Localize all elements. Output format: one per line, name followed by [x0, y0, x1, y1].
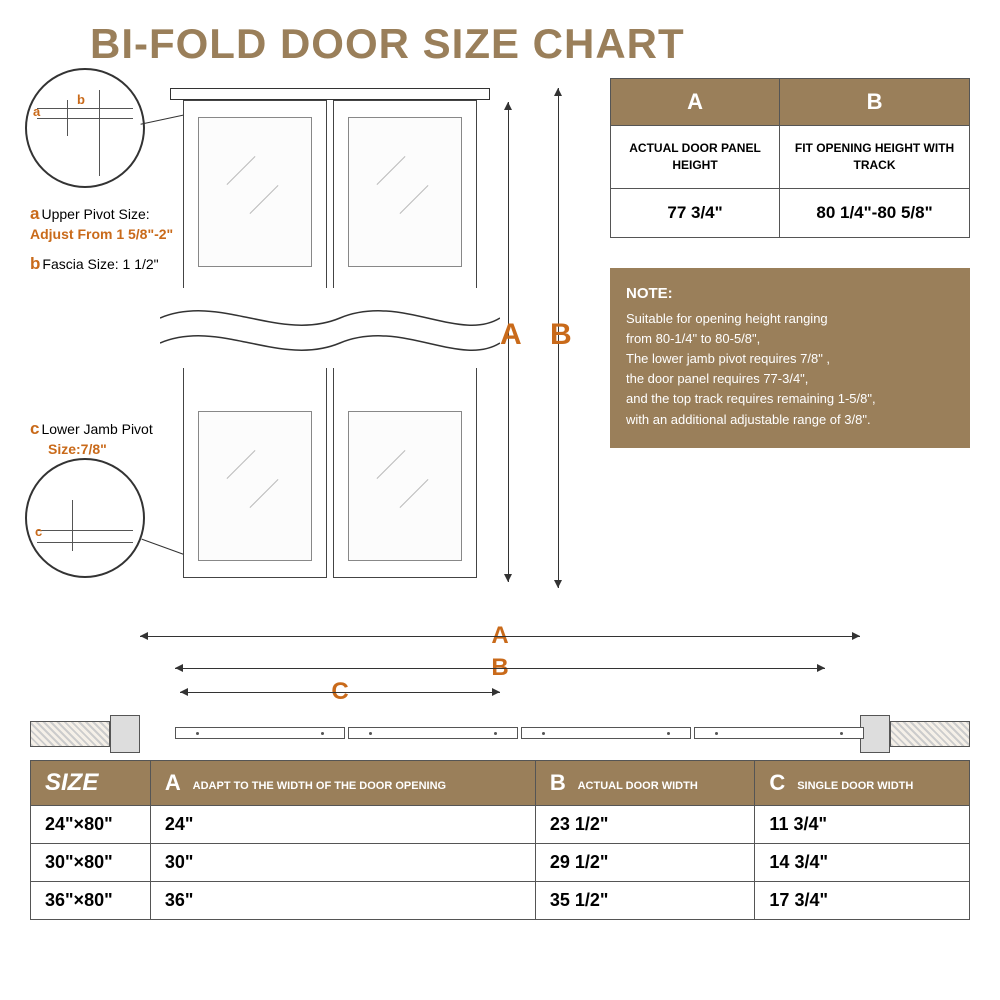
- note-line: and the top track requires remaining 1-5…: [626, 389, 954, 409]
- note-box: NOTE: Suitable for opening height rangin…: [610, 268, 970, 448]
- ab-header-B: B: [780, 79, 970, 126]
- ab-table: A B ACTUAL DOOR PANEL HEIGHT FIT OPENING…: [610, 78, 970, 238]
- top-area: a b c aUpper Pivot Size: Adjust From 1 5…: [30, 78, 970, 618]
- size-header-size: SIZE: [31, 761, 151, 806]
- lower-callout-circle: c: [25, 458, 145, 578]
- width-line-A: [140, 636, 860, 637]
- size-header-C: C SINGLE DOOR WIDTH: [755, 761, 970, 806]
- note-line: the door panel requires 77-3/4",: [626, 369, 954, 389]
- note-title: NOTE:: [626, 282, 954, 305]
- size-header-A: A ADAPT TO THE WIDTH OF THE DOOR OPENING: [150, 761, 535, 806]
- door-illustration: [180, 88, 480, 588]
- note-line: with an additional adjustable range of 3…: [626, 410, 954, 430]
- ab-value-B: 80 1/4"-80 5/8": [780, 188, 970, 237]
- wall-strip: [30, 721, 970, 747]
- size-table-body: 24"×80" 24" 23 1/2" 11 3/4" 30"×80" 30" …: [31, 806, 970, 920]
- note-line: Suitable for opening height ranging: [626, 309, 954, 329]
- size-header-B: B ACTUAL DOOR WIDTH: [535, 761, 755, 806]
- table-row: 24"×80" 24" 23 1/2" 11 3/4": [31, 806, 970, 844]
- table-row: 36"×80" 36" 35 1/2" 17 3/4": [31, 882, 970, 920]
- annotation-c: cLower Jamb Pivot Size:7/8": [30, 418, 200, 458]
- upper-callout-circle: a b: [25, 68, 145, 188]
- ab-header-A: A: [611, 79, 780, 126]
- ab-label-A: ACTUAL DOOR PANEL HEIGHT: [611, 126, 780, 189]
- note-line: The lower jamb pivot requires 7/8" ,: [626, 349, 954, 369]
- width-line-B: [175, 668, 825, 669]
- right-column: A B ACTUAL DOOR PANEL HEIGHT FIT OPENING…: [610, 78, 970, 618]
- annotation-b: bFascia Size: 1 1/2": [30, 253, 200, 275]
- note-line: from 80-1/4" to 80-5/8",: [626, 329, 954, 349]
- door-diagram: a b c aUpper Pivot Size: Adjust From 1 5…: [30, 78, 590, 618]
- height-label-A: A: [500, 318, 522, 352]
- page-title: BI-FOLD DOOR SIZE CHART: [90, 20, 970, 68]
- width-diagram: A B C: [30, 626, 970, 756]
- size-table: SIZE A ADAPT TO THE WIDTH OF THE DOOR OP…: [30, 760, 970, 920]
- table-row: 30"×80" 30" 29 1/2" 14 3/4": [31, 844, 970, 882]
- ab-value-A: 77 3/4": [611, 188, 780, 237]
- width-line-C: [180, 692, 500, 693]
- ab-label-B: FIT OPENING HEIGHT WITH TRACK: [780, 126, 970, 189]
- height-label-B: B: [550, 318, 572, 352]
